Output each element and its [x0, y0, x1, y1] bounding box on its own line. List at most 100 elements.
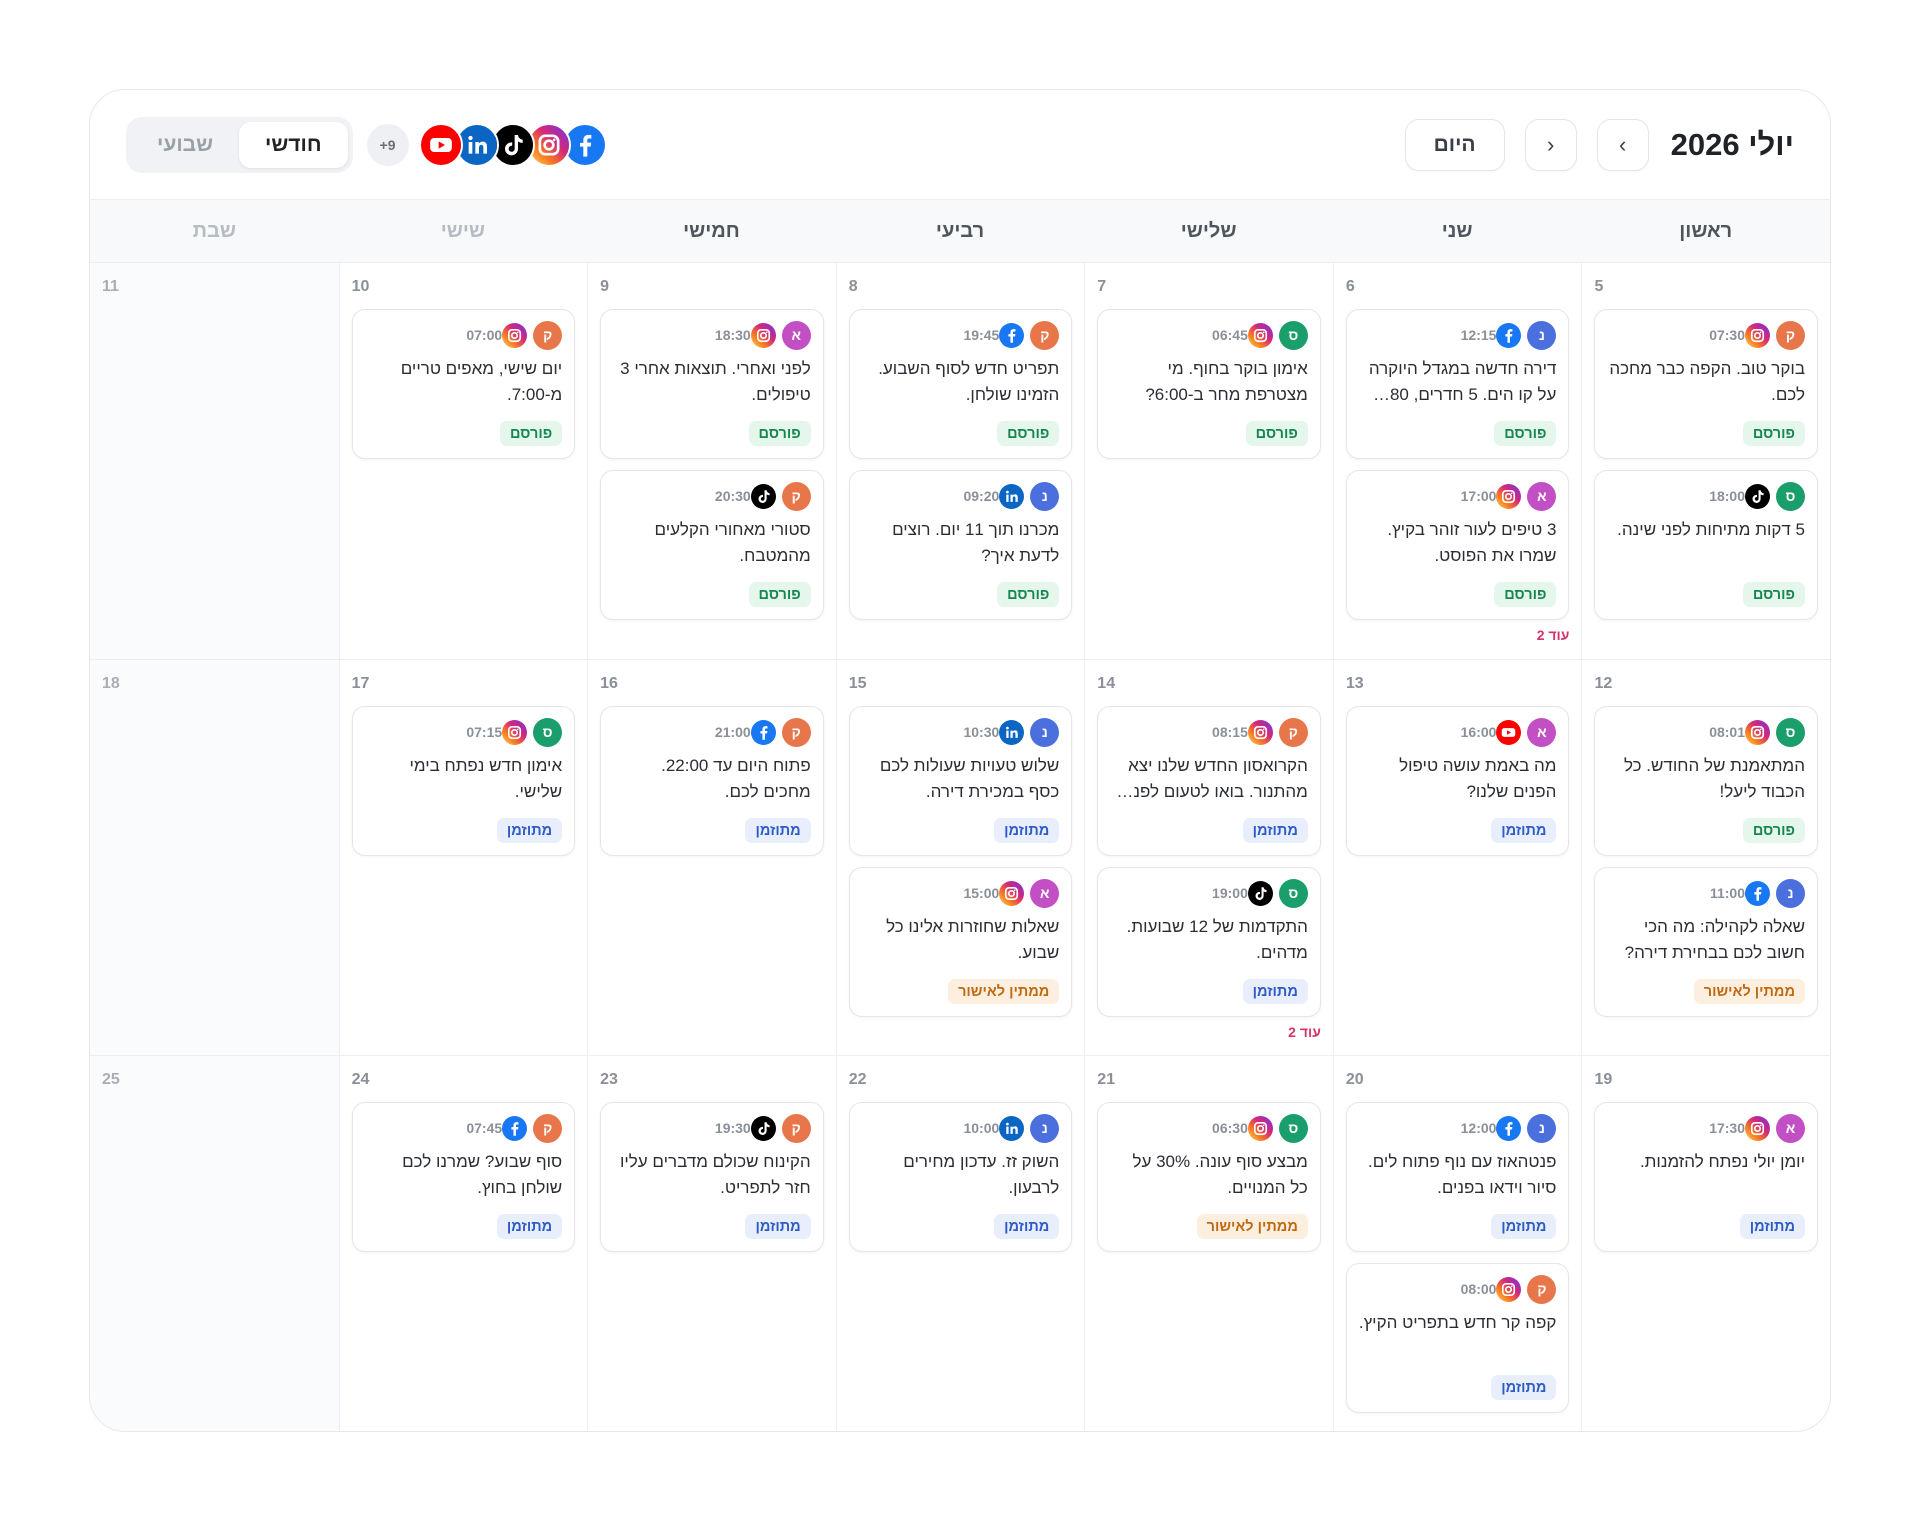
- author-avatar: ק: [533, 320, 563, 350]
- author-avatar: ס: [1278, 1113, 1308, 1143]
- more-posts[interactable]: עוד 2: [1536, 627, 1570, 643]
- author-avatar: ק: [1527, 1274, 1557, 1304]
- icon-circle: [502, 719, 528, 745]
- platform-filter[interactable]: [454, 122, 499, 167]
- post-card[interactable]: ק 08:00 קפה קר חדש בתפריט הקיץ. מתוזמן: [1345, 1263, 1570, 1413]
- icon-rect: [1006, 494, 1009, 502]
- post-card[interactable]: ס 06:30 מבצע סוף עונה. 30% על כל המנויים. מ…: [1097, 1102, 1321, 1252]
- more-platforms[interactable]: +9: [366, 123, 409, 166]
- more-posts[interactable]: עוד 2: [1288, 1024, 1321, 1040]
- status-badge: מתוזמן: [496, 1214, 563, 1239]
- next-label: ›: [1546, 131, 1555, 157]
- platform-icon: [1247, 880, 1273, 906]
- status-badge: פורסם: [1742, 421, 1805, 446]
- post-card[interactable]: א 16:00 מה באמת עושה טיפול הפנים שלנו? מתוז…: [1345, 706, 1570, 856]
- author-avatar: ק: [1030, 320, 1060, 350]
- post-card[interactable]: ק 21:00 פתוח היום עד 22:00. מחכים לכם. מתוז…: [600, 706, 824, 856]
- post-meta: א 18:30: [613, 320, 811, 350]
- icon-circle: [1505, 492, 1513, 500]
- icon-circle: [759, 331, 767, 339]
- post-card[interactable]: ק 19:30 הקינוח שכולם מדברים עליו חזר לתפרי…: [600, 1102, 824, 1252]
- icon-rect: [1253, 328, 1267, 342]
- icon-svg: [1247, 880, 1273, 906]
- post-card[interactable]: ס 06:45 אימון בוקר בחוף. מי מצטרפת מחר ב-6…: [1097, 309, 1321, 459]
- author-avatar: א: [1776, 1113, 1805, 1143]
- next-button[interactable]: ›: [1524, 118, 1577, 171]
- icon-svg: [1745, 1115, 1770, 1141]
- filter-group: +9 חודשי שבועי: [126, 116, 607, 173]
- post-card[interactable]: נ 12:15 דירה חדשה במגדל היוקרה על קו הים. …: [1345, 309, 1570, 459]
- post-card[interactable]: א 17:00 3 טיפים לעור זוהר בקיץ. שמרו את הפ…: [1345, 470, 1570, 620]
- day-number: 18: [102, 675, 120, 692]
- platform-icon: [1247, 1115, 1273, 1141]
- post-card[interactable]: ס 08:01 המתאמנת של החודש. כל הכבוד ליעל! פו…: [1594, 706, 1818, 856]
- post-card[interactable]: נ 10:00 השוק זז. עדכון מחירים לרבעון. מתוזמ…: [848, 1102, 1073, 1252]
- post-meta: א 16:00: [1359, 717, 1557, 747]
- view-toggle: חודשי שבועי: [126, 116, 353, 173]
- icon-svg: [1745, 483, 1770, 509]
- post-time: 07:00: [466, 327, 503, 343]
- post-card[interactable]: נ 11:00 שאלה לקהילה: מה הכי חשוב לכם בבחיר…: [1594, 867, 1818, 1017]
- icon-path: [438, 140, 445, 149]
- platform-icon: [999, 1115, 1025, 1141]
- icon-svg: [1745, 880, 1770, 906]
- post-card[interactable]: ס 19:00 התקדמות של 12 שבועות. מדהים. מתוזמן: [1097, 867, 1321, 1017]
- post-text: לפני ואחרי. תוצאות אחרי 3 טיפולים.: [620, 359, 811, 404]
- platform-filter[interactable]: [418, 122, 463, 167]
- icon-circle: [511, 331, 519, 339]
- icon-path: [1010, 493, 1019, 502]
- post-card[interactable]: א 15:00 שאלות שחוזרות אלינו כל שבוע. ממתין …: [848, 867, 1073, 1017]
- day-number: 14: [1097, 675, 1116, 692]
- view-tab[interactable]: שבועי: [157, 132, 214, 156]
- post-time: 20:30: [714, 488, 751, 504]
- post-card[interactable]: נ 10:30 שלוש טעויות שעולות לכם כסף במכירת …: [848, 706, 1073, 856]
- post-card[interactable]: ק 08:15 הקרואסון החדש שלנו יצא מהתנור. בוא…: [1097, 706, 1321, 856]
- post-card[interactable]: ק 20:30 סטורי מאחורי הקלעים מהמטבח. פורסם: [600, 470, 824, 620]
- status-badge: מתוזמן: [1491, 818, 1557, 843]
- view-tab[interactable]: חודשי: [239, 121, 348, 168]
- post-meta: ק 08:15: [1110, 717, 1308, 747]
- platform-icon: [1496, 719, 1522, 745]
- post-text: יום שישי, מאפים טריים מ-7:00.: [400, 359, 563, 404]
- post-card[interactable]: ס 07:15 אימון חדש נפתח בימי שלישי. מתוזמן: [351, 706, 576, 856]
- status-badge: מתוזמן: [994, 1214, 1060, 1239]
- post-time: 17:30: [1709, 1120, 1745, 1136]
- post-card[interactable]: ק 07:00 יום שישי, מאפים טריים מ-7:00. פורסם: [351, 309, 576, 459]
- day-number: 6: [1345, 278, 1355, 295]
- day-number: 7: [1097, 278, 1107, 295]
- icon-path: [760, 725, 768, 740]
- icon-svg: [456, 124, 497, 165]
- post-card[interactable]: ק 07:30 בוקר טוב. הקפה כבר מחכה לכם. פורסם: [1594, 309, 1818, 459]
- weekday-header: חמישי: [587, 200, 836, 263]
- icon-circle: [1511, 491, 1513, 494]
- icon-svg: [564, 124, 605, 165]
- post-time: 08:01: [1709, 724, 1745, 740]
- post-card[interactable]: א 17:30 יומן יולי נפתח להזמנות. מתוזמן: [1594, 1102, 1818, 1252]
- status-badge: פורסם: [1742, 582, 1805, 607]
- post-card[interactable]: נ 12:00 פנטהאוז עם נוף פתוח לים. סיור וידא…: [1345, 1102, 1570, 1252]
- icon-rect: [1253, 1121, 1267, 1135]
- icon-path: [1255, 886, 1267, 900]
- icon-path: [758, 1121, 770, 1135]
- post-card[interactable]: ק 19:45 תפריט חדש לסוף השבוע. הזמינו שולחן…: [848, 309, 1073, 459]
- prev-button[interactable]: ‹: [1596, 118, 1649, 171]
- post-card[interactable]: א 18:30 לפני ואחרי. תוצאות אחרי 3 טיפולים.…: [600, 309, 824, 459]
- post-meta: א 17:00: [1359, 481, 1557, 511]
- post-text: שאלה לקהילה: מה הכי חשוב לכם בבחירת דירה…: [1624, 917, 1805, 962]
- post-text: דירה חדשה במגדל היוקרה על קו הים. 5 חדרי…: [1368, 359, 1557, 404]
- author-avatar: ס: [533, 717, 563, 747]
- post-text: אימון חדש נפתח בימי שלישי.: [409, 756, 563, 801]
- author-avatar: ק: [1776, 320, 1805, 350]
- icon-circle: [1256, 1124, 1264, 1132]
- platform-filters: [418, 122, 607, 167]
- post-card[interactable]: נ 09:20 מכרנו תוך 11 יום. רוצים לדעת איך? פ…: [848, 470, 1073, 620]
- post-meta: נ 12:00: [1359, 1113, 1557, 1143]
- author-avatar: נ: [1776, 878, 1805, 908]
- icon-circle: [1014, 888, 1016, 891]
- post-card[interactable]: ס 18:00 5 דקות מתיחות לפני שינה. פורסם: [1594, 470, 1818, 620]
- day-number: 17: [351, 675, 370, 692]
- icon-circle: [1745, 322, 1770, 348]
- post-card[interactable]: ק 07:45 סוף שבוע? שמרנו לכם שולחן בחוץ. מתו…: [351, 1102, 576, 1252]
- status-badge: פורסם: [748, 421, 811, 446]
- today-button[interactable]: היום: [1404, 118, 1505, 171]
